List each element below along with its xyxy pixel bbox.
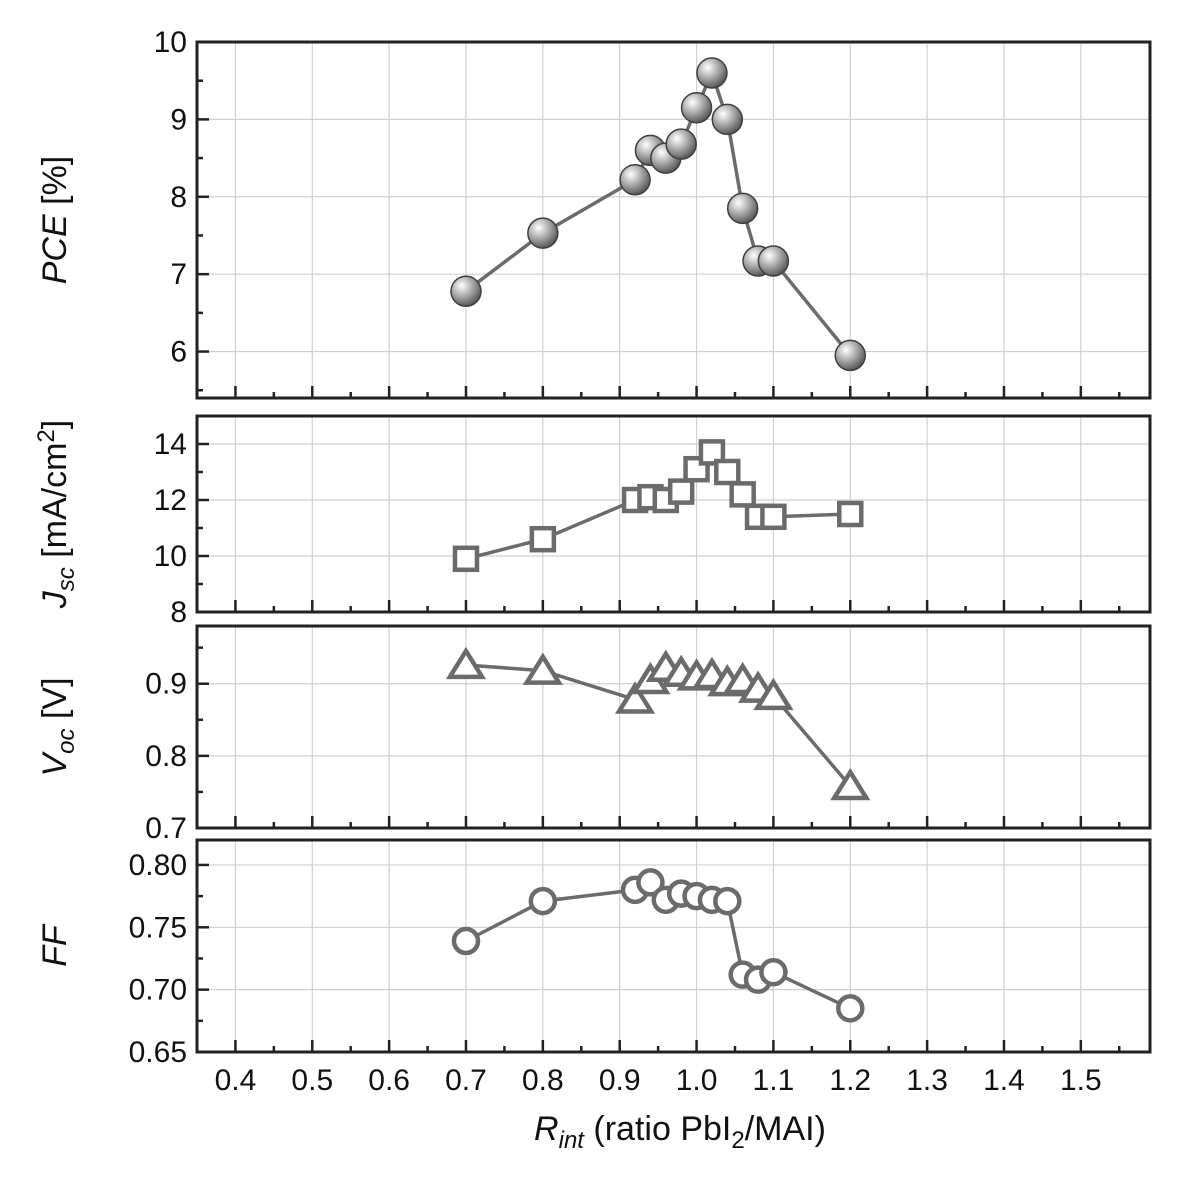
voc-ytick-label-0: 0.7: [145, 812, 187, 845]
pce-ytick-label-3: 9: [170, 103, 187, 136]
jsc-y-title-end: ]: [36, 420, 74, 429]
x-tick-label-0: 0.4: [215, 1064, 257, 1097]
x-tick-label-4: 0.8: [522, 1064, 564, 1097]
pce-series-line: [464, 68, 852, 357]
voc-plot-frame: [195, 624, 1152, 830]
ff-ytick-label-3: 0.80: [129, 849, 187, 882]
x-tick-label-8: 1.2: [829, 1064, 871, 1097]
voc-ytick-label-1: 0.8: [145, 740, 187, 773]
ff-ytick-label-1: 0.70: [129, 974, 187, 1007]
pce-y-title-rest: [%]: [36, 156, 74, 215]
ff-point-11: [759, 957, 788, 987]
x-tick-label-6: 1.0: [676, 1064, 718, 1097]
jsc-ytick-label-1: 10: [154, 540, 187, 573]
jsc-point-5: [667, 478, 695, 505]
pce-ytick-label-2: 8: [170, 181, 187, 214]
ff-plot-frame: [195, 838, 1152, 1054]
voc-ytick-label-2: 0.9: [145, 668, 187, 701]
jsc-point-7: [698, 439, 726, 466]
x-axis-title-rest-b: /MAI): [745, 1110, 826, 1148]
panel-jsc: 8 10 12 14 Jsc [mA/cm2]: [33, 414, 1152, 629]
jsc-y-title-sup: 2: [33, 429, 60, 442]
ff-point-8: [713, 886, 742, 916]
voc-point-1: [522, 652, 563, 685]
x-axis-title-rest-a: (ratio PbI: [584, 1110, 731, 1148]
ff-point-0: [451, 926, 481, 956]
ff-ytick-label-0: 0.65: [129, 1036, 187, 1069]
panel-pce: 6 7 8 9 10 PCE [%]: [36, 26, 1152, 400]
pce-point-8: [711, 103, 744, 136]
panel-ff: 0.65 0.70 0.75 0.80 FF: [36, 838, 1152, 1069]
pce-plot-frame: [195, 40, 1152, 400]
jsc-point-12: [837, 500, 864, 528]
jsc-point-9: [729, 481, 756, 508]
ff-point-12: [836, 994, 865, 1023]
jsc-ytick-label-3: 14: [154, 428, 187, 461]
voc-point-11: [753, 677, 794, 711]
pce-point-5: [665, 128, 697, 160]
pce-point-2: [619, 164, 651, 196]
panel-voc: 0.7 0.8 0.9 Voc [V]: [36, 624, 1152, 845]
ff-y-title-italic: FF: [36, 923, 74, 967]
voc-point-2: [614, 681, 656, 714]
pce-ytick-label-1: 7: [170, 258, 187, 291]
ff-point-1: [528, 886, 558, 916]
voc-point-12: [830, 767, 871, 801]
pce-point-11: [757, 245, 790, 277]
jsc-y-title-rest: [mA/cm: [36, 443, 74, 568]
voc-y-axis-title: Voc [V]: [36, 677, 80, 776]
x-axis-title-rest-sub: 2: [731, 1127, 744, 1154]
jsc-y-title-italic: J: [36, 590, 74, 609]
voc-y-title-sub: oc: [53, 728, 80, 753]
pce-point-7: [696, 57, 728, 89]
pce-point-12: [834, 339, 867, 372]
x-tick-label-5: 0.9: [599, 1064, 641, 1097]
jsc-y-title-sub: sc: [53, 567, 80, 591]
x-tick-label-10: 1.4: [983, 1064, 1025, 1097]
pce-y-axis-title: PCE [%]: [36, 156, 74, 285]
ff-point-3: [636, 868, 665, 897]
x-tick-label-1: 0.5: [291, 1064, 333, 1097]
jsc-point-8: [714, 458, 741, 486]
x-axis-title-sub: int: [559, 1127, 586, 1154]
jsc-point-11: [760, 503, 787, 531]
x-axis-title-main: R: [534, 1110, 559, 1148]
voc-y-title-italic: V: [36, 751, 74, 777]
x-tick-label-3: 0.7: [445, 1064, 487, 1097]
x-tick-label-7: 1.1: [753, 1064, 795, 1097]
jsc-point-1: [529, 525, 557, 553]
voc-point-0: [445, 646, 487, 680]
jsc-y-axis-title: Jsc [mA/cm2]: [33, 420, 80, 609]
pce-ytick-label-0: 6: [170, 336, 187, 369]
x-axis-title: Rint (ratio PbI2/MAI): [534, 1110, 826, 1154]
x-tick-label-11: 1.5: [1060, 1064, 1102, 1097]
ff-y-axis-title: FF: [36, 923, 74, 967]
pce-point-0: [450, 275, 482, 307]
x-tick-label-2: 0.6: [368, 1064, 410, 1097]
jsc-plot-frame: [195, 414, 1152, 614]
jsc-ytick-label-0: 8: [170, 596, 187, 629]
voc-y-title-rest: [V]: [36, 677, 74, 728]
pce-ytick-label-4: 10: [154, 26, 187, 59]
jsc-point-0: [452, 545, 480, 573]
ff-ytick-label-2: 0.75: [129, 911, 187, 944]
x-tick-label-9: 1.3: [906, 1064, 948, 1097]
pce-point-9: [726, 192, 759, 225]
pce-point-6: [680, 92, 713, 124]
pce-y-title-italic: PCE: [36, 214, 74, 284]
jsc-ytick-label-2: 12: [154, 484, 187, 517]
pce-point-1: [527, 217, 559, 249]
